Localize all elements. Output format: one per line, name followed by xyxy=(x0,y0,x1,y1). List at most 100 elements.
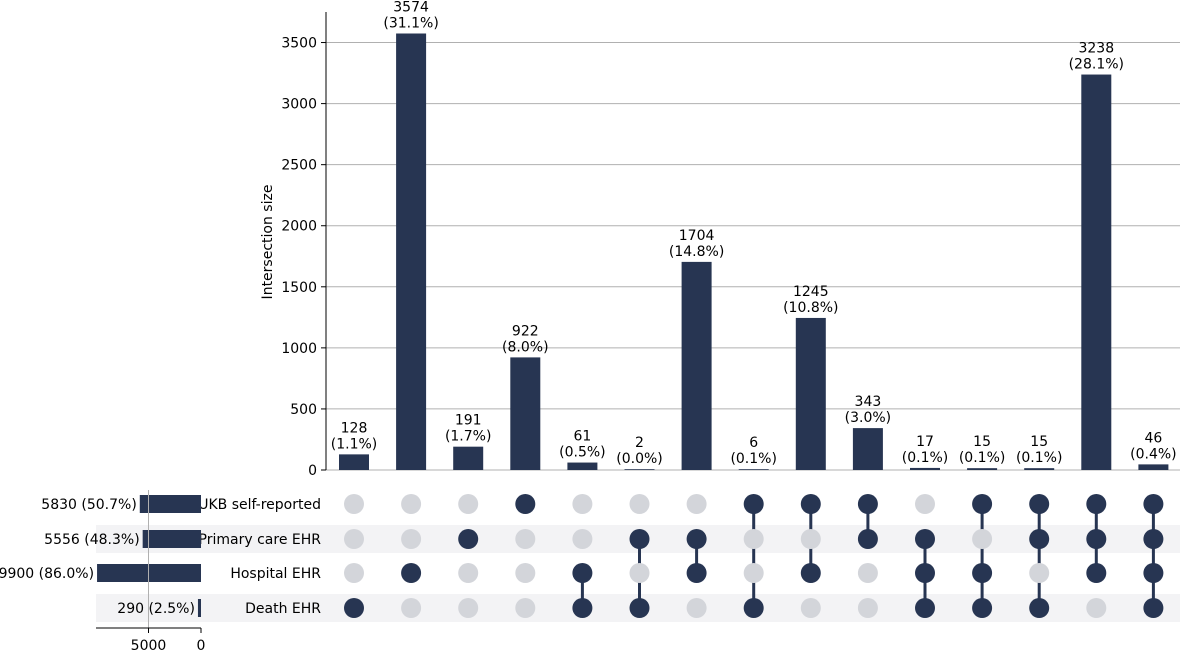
matrix-dot-active xyxy=(800,563,821,583)
matrix-dot-active xyxy=(344,598,364,618)
bar-count-label: 922 xyxy=(512,323,539,339)
matrix-dot-active xyxy=(1143,494,1164,514)
matrix-dot-active xyxy=(1143,529,1164,549)
intersection-bar xyxy=(1138,464,1169,470)
matrix-dot-inactive xyxy=(458,494,479,514)
bar-count-label: 17 xyxy=(916,434,934,450)
y-gridlines xyxy=(326,42,1180,471)
intersection-bar xyxy=(1081,74,1112,471)
matrix-dot-inactive xyxy=(344,529,364,549)
intersection-bar xyxy=(852,428,883,470)
bar-count-label: 61 xyxy=(573,429,591,445)
matrix-dot-active xyxy=(629,598,650,618)
bar-percent-label: (28.1%) xyxy=(1069,57,1124,73)
matrix-dot-inactive xyxy=(401,494,422,514)
set-size-label: 9900 (86.0%) xyxy=(0,566,94,582)
matrix-dot-inactive xyxy=(515,563,536,583)
intersection-bar xyxy=(339,454,369,470)
set-name-label: Primary care EHR xyxy=(199,532,322,548)
matrix-dot-active xyxy=(972,598,993,618)
matrix-dot-inactive xyxy=(857,563,878,583)
set-size-bar xyxy=(139,495,201,513)
y-tick-label: 1000 xyxy=(281,341,317,357)
intersection-bar xyxy=(738,469,769,470)
matrix-dot-active xyxy=(572,598,593,618)
matrix-dot-active xyxy=(743,598,764,618)
matrix-dot-inactive xyxy=(915,494,935,514)
intersection-bar xyxy=(1024,468,1055,470)
matrix-dot-active xyxy=(1086,563,1107,583)
matrix-dot-active xyxy=(743,494,764,514)
intersection-bar xyxy=(453,446,484,470)
set-size-label: 290 (2.5%) xyxy=(117,601,195,617)
set-name-label: Death EHR xyxy=(245,601,321,617)
bar-percent-label: (14.8%) xyxy=(669,244,724,260)
bar-percent-label: (8.0%) xyxy=(502,339,549,355)
matrix-dot-active xyxy=(1086,494,1107,514)
set-size-bar xyxy=(142,530,201,548)
bar-count-label: 3238 xyxy=(1078,41,1114,57)
bar-percent-label: (0.0%) xyxy=(616,451,663,467)
intersection-bar xyxy=(967,468,998,470)
intersection-bar-labels: 128(1.1%)3574(31.1%)191(1.7%)922(8.0%)61… xyxy=(331,0,1177,467)
bar-percent-label: (1.1%) xyxy=(331,436,378,452)
matrix-dot-active xyxy=(800,494,821,514)
matrix-dot-inactive xyxy=(629,494,650,514)
matrix-dot-active xyxy=(1029,529,1050,549)
matrix-dot-inactive xyxy=(800,598,821,618)
matrix-dot-active xyxy=(857,529,878,549)
set-name-labels: UKB self-reported Primary care EHR Hospita… xyxy=(198,497,321,617)
intersection-bar xyxy=(567,462,598,470)
bar-percent-label: (0.1%) xyxy=(730,451,777,467)
matrix-dot-inactive xyxy=(686,598,707,618)
bar-percent-label: (31.1%) xyxy=(383,15,438,31)
matrix-dot-active xyxy=(686,563,707,583)
bar-count-label: 1704 xyxy=(679,228,715,244)
matrix-dot-active xyxy=(915,598,935,618)
intersection-bar xyxy=(396,33,427,470)
matrix-dot-active xyxy=(915,563,935,583)
bar-count-label: 6 xyxy=(749,435,758,451)
matrix-dot-active xyxy=(915,529,935,549)
matrix-dot-inactive xyxy=(629,563,650,583)
matrix-dot-active xyxy=(857,494,878,514)
matrix-dot-active xyxy=(972,494,993,514)
set-name-label: UKB self-reported xyxy=(198,497,321,513)
y-tick-label: 0 xyxy=(308,463,317,479)
bar-percent-label: (0.4%) xyxy=(1130,446,1177,462)
matrix-dot-inactive xyxy=(458,598,479,618)
matrix-dot-inactive xyxy=(515,598,536,618)
matrix-dot-active xyxy=(1029,494,1050,514)
bar-count-label: 15 xyxy=(973,434,991,450)
set-name-label: Hospital EHR xyxy=(230,566,321,582)
matrix-dot-inactive xyxy=(1086,598,1107,618)
matrix-dot-inactive xyxy=(857,598,878,618)
matrix-dot-inactive xyxy=(344,563,364,583)
bar-count-label: 1245 xyxy=(793,284,829,300)
matrix-dot-inactive xyxy=(1029,563,1050,583)
bar-count-label: 15 xyxy=(1030,434,1048,450)
matrix-dot-inactive xyxy=(401,598,422,618)
matrix-dot-active xyxy=(1143,563,1164,583)
matrix-dot-inactive xyxy=(401,529,422,549)
intersection-bar xyxy=(681,261,712,470)
matrix-dot-active xyxy=(629,529,650,549)
intersection-matrix xyxy=(344,494,1164,618)
matrix-dot-active xyxy=(515,494,536,514)
y-tick-label: 1500 xyxy=(281,280,317,296)
matrix-dot-inactive xyxy=(344,494,364,514)
matrix-dot-inactive xyxy=(972,529,993,549)
y-axis-label: Intersection size xyxy=(260,185,276,300)
matrix-dot-active xyxy=(972,563,993,583)
bar-count-label: 343 xyxy=(855,394,882,410)
y-tick-label: 2500 xyxy=(281,158,317,174)
bar-percent-label: (0.1%) xyxy=(959,450,1006,466)
matrix-dot-inactive xyxy=(686,494,707,514)
intersection-bars xyxy=(339,33,1169,471)
matrix-dot-active xyxy=(686,529,707,549)
intersection-bar xyxy=(795,317,826,470)
y-axis: 0 500 1000 1500 2000 2500 3000 3500 xyxy=(281,12,327,479)
set-size-axis: 5000 0 xyxy=(96,490,205,652)
set-size-label: 5830 (50.7%) xyxy=(41,497,136,513)
